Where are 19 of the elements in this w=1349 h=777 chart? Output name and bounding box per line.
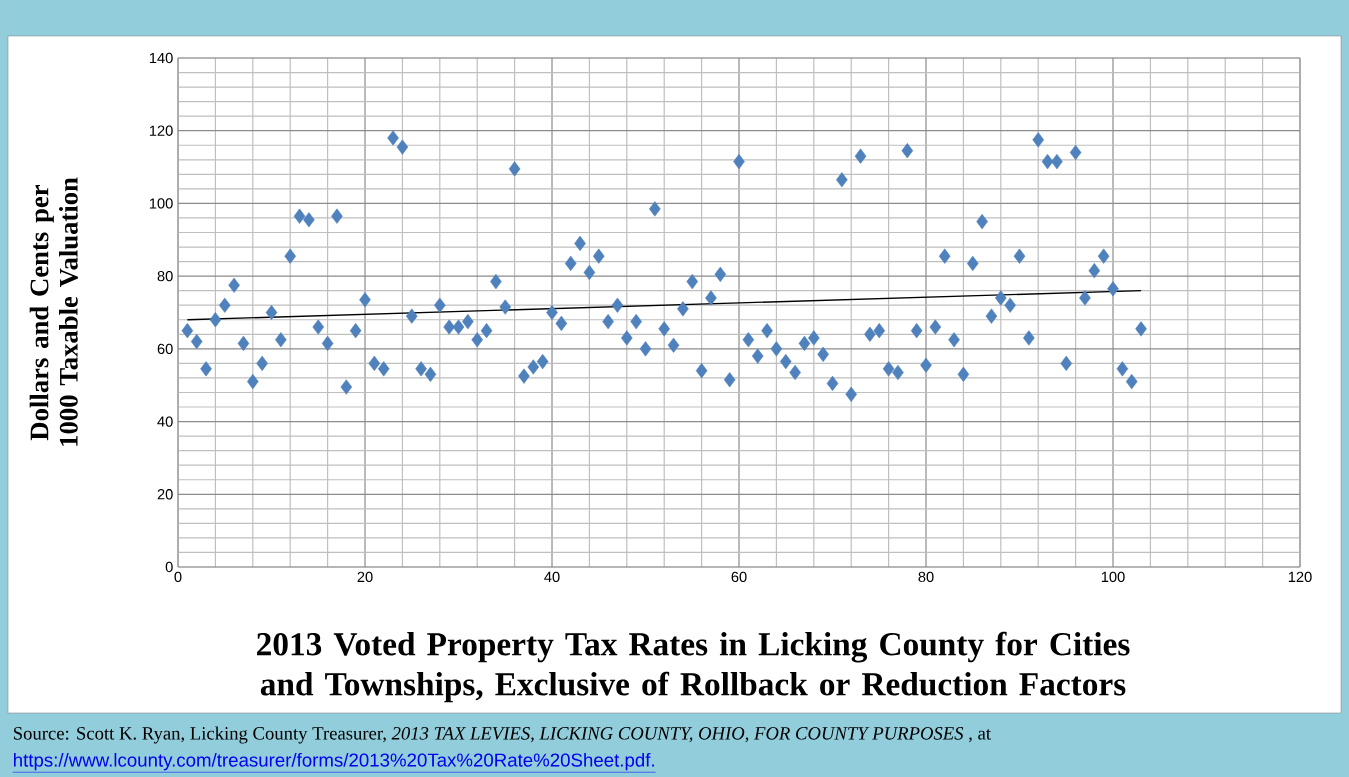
- source-note: Source: Scott K. Ryan, Licking County Treasurer, 2013 TAX LEVIES, LICKING COUNTY, OHIO, FOR COUNTY PURPOSES , at: [13, 726, 991, 744]
- y-tick-label: 60: [157, 343, 173, 354]
- y-tick-label: 80: [157, 270, 173, 282]
- x-tick-label: 20: [357, 571, 373, 582]
- y-tick-label: 40: [157, 416, 173, 427]
- text: 2013 Voted Property Tax Rates in Licking County for Cities and Townships, Exclusive of Rollback or Reduction Factors: [257, 631, 1130, 703]
- x-tick-label: 100: [1101, 571, 1125, 582]
- text: https://www.lcounty.com/treasurer/forms/2013%20Tax%20Rate%20Sheet.pdf.: [14, 752, 654, 771]
- y-axis-title: Dollars and Cents per 1000 Taxable Valuation: [29, 177, 78, 446]
- x-tick-label: 120: [1288, 571, 1312, 582]
- y-tick-label: 100: [149, 198, 173, 209]
- x-tick-label: 60: [731, 571, 747, 582]
- x-tick-label: 0: [174, 571, 182, 582]
- y-tick-label: 120: [149, 125, 173, 136]
- y-tick-label: 140: [149, 52, 173, 63]
- y-tick-label: 20: [157, 488, 173, 500]
- x-tick-label: 40: [544, 571, 560, 582]
- y-tick-label: 0: [165, 561, 173, 572]
- x-tick-label: 80: [918, 571, 934, 582]
